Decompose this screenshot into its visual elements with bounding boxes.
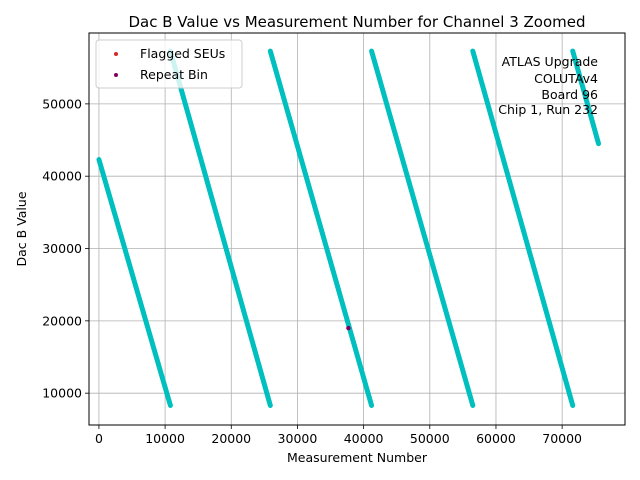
- legend-label-repeat-bin: Repeat Bin: [140, 67, 208, 82]
- data-segment-2: [167, 48, 273, 408]
- plot-frame: [88, 32, 626, 426]
- x-tick-label: 10000: [145, 431, 185, 446]
- plot-data: [96, 48, 602, 408]
- legend-marker-flagged-seus: [114, 52, 118, 56]
- x-tick-label: 60000: [476, 431, 516, 446]
- data-segment-5: [470, 48, 576, 408]
- annotation-line-4: Chip 1, Run 232: [498, 102, 598, 117]
- data-segment-1: [96, 157, 173, 408]
- x-tick-label: 30000: [278, 431, 318, 446]
- data-point-2: [346, 325, 351, 331]
- x-tick-label: 50000: [410, 431, 450, 446]
- legend-marker-repeat-bin: [114, 73, 118, 77]
- y-tick-label: 20000: [42, 313, 82, 328]
- annotation-line-2: COLUTAv4: [534, 71, 598, 86]
- chart-title: Dac B Value vs Measurement Number for Ch…: [128, 13, 585, 31]
- axis-ticks: 0 10000 20000 30000 40000 50000 60000 70000 1000…: [42, 96, 582, 446]
- y-tick-label: 40000: [42, 169, 82, 184]
- annotation-line-3: Board 96: [541, 87, 598, 102]
- x-tick-label: 40000: [344, 431, 384, 446]
- y-tick-label: 30000: [42, 241, 82, 256]
- data-segment-3: [267, 48, 375, 408]
- x-tick-label: 70000: [542, 431, 582, 446]
- x-tick-label: 0: [95, 431, 103, 446]
- data-segment-4: [369, 48, 476, 408]
- y-tick-label: 50000: [42, 96, 82, 111]
- y-tick-label: 10000: [42, 386, 82, 401]
- legend: Flagged SEUs Repeat Bin: [95, 39, 243, 89]
- annotation-line-1: ATLAS Upgrade: [502, 54, 599, 69]
- x-axis-label: Measurement Number: [287, 450, 428, 465]
- grid: [89, 33, 625, 425]
- data-segment-6: [570, 48, 602, 147]
- x-tick-label: 20000: [211, 431, 251, 446]
- annotation-box: ATLAS Upgrade COLUTAv4 Board 96 Chip 1, …: [498, 54, 598, 117]
- legend-box: [95, 39, 243, 89]
- y-axis-label: Dac B Value: [14, 191, 29, 266]
- legend-label-flagged-seus: Flagged SEUs: [140, 46, 225, 61]
